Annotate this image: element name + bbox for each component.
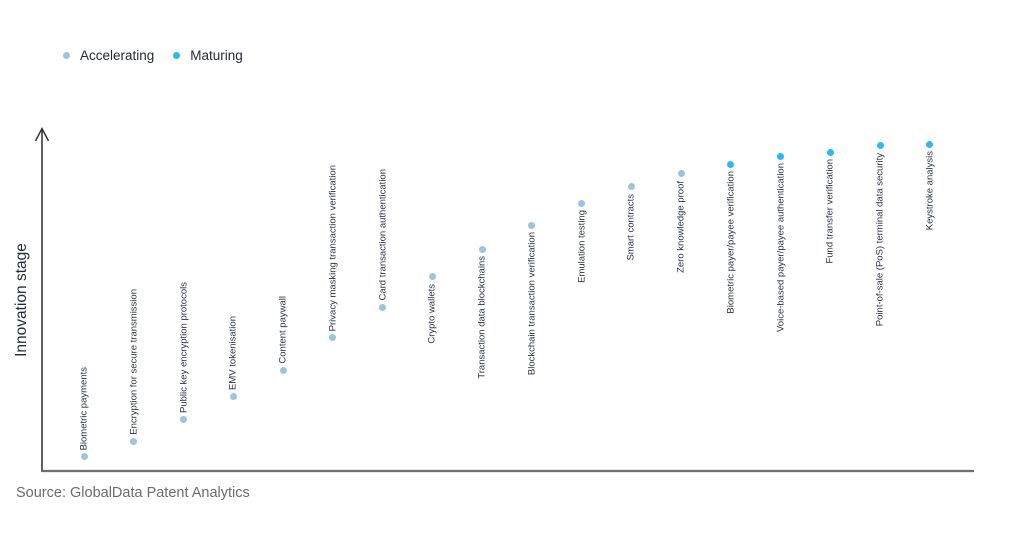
source-text: Source: GlobalData Patent Analytics [16, 485, 250, 501]
point-dot[interactable] [229, 393, 237, 401]
point-label: Encryption for secure transmission [128, 289, 140, 435]
point-dot[interactable] [777, 152, 785, 160]
legend-label-accelerating: Accelerating [80, 48, 155, 63]
point-label: Voice-based payer/payee authentication [775, 163, 787, 333]
point-label: Fund transfer verification [824, 159, 836, 264]
point-label: Emulation testing [576, 210, 588, 283]
point-dot[interactable] [528, 221, 536, 229]
point-label: Zero knowledge proof [675, 180, 687, 273]
point-label: EMV tokenisation [227, 315, 239, 390]
point-label: Content paywall [277, 296, 289, 364]
point-dot[interactable] [578, 199, 586, 207]
point-label: Public key encryption protocols [178, 281, 190, 413]
point-dot[interactable] [727, 160, 735, 168]
legend-item-maturing[interactable]: Maturing [173, 48, 243, 63]
point-dot[interactable] [279, 367, 287, 375]
point-dot[interactable] [180, 416, 188, 424]
point-label: Blockchain transaction verification [526, 232, 538, 376]
point-label: Keystroke analysis [924, 151, 936, 231]
legend-item-accelerating[interactable]: Accelerating [63, 48, 154, 63]
legend: Accelerating Maturing [63, 48, 243, 63]
y-axis-arrow-icon [34, 126, 50, 142]
point-dot[interactable] [428, 273, 436, 281]
legend-dot-maturing-icon [173, 52, 181, 59]
point-label: Smart contracts [625, 193, 637, 261]
point-dot[interactable] [627, 183, 635, 191]
point-label: Crypto wallets [426, 283, 438, 344]
point-label: Biometric payer/payee verification [725, 171, 737, 314]
point-label: Biometric payments [78, 366, 90, 450]
point-dot[interactable] [80, 453, 88, 461]
point-label: Card transaction authentication [377, 168, 389, 301]
point-dot[interactable] [826, 148, 834, 156]
legend-dot-accelerating-icon [63, 52, 70, 59]
legend-label-maturing: Maturing [190, 48, 243, 63]
point-label: Privacy masking transaction verification [327, 164, 339, 331]
point-label: Point-of-sale (PoS) terminal data securi… [874, 152, 886, 327]
point-label: Transaction data blockchains [476, 256, 488, 379]
point-dot[interactable] [329, 334, 337, 342]
point-dot[interactable] [478, 245, 486, 253]
point-dot[interactable] [926, 140, 934, 148]
point-dot[interactable] [379, 303, 387, 311]
point-dot[interactable] [876, 142, 884, 150]
point-dot[interactable] [130, 438, 138, 446]
point-dot[interactable] [677, 170, 685, 178]
